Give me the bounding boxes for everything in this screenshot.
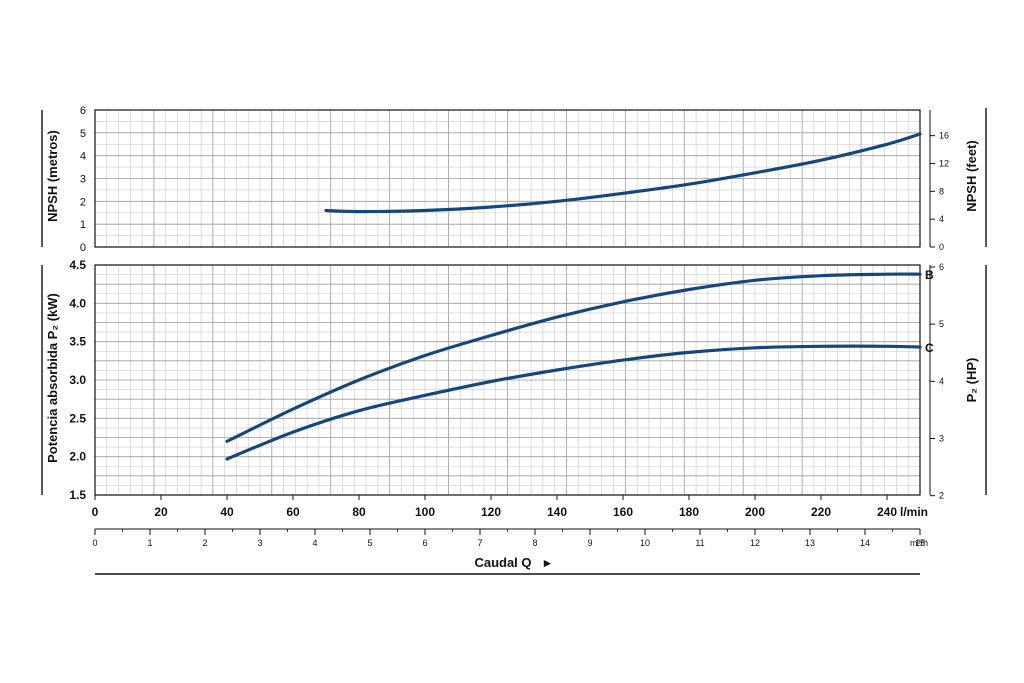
x-lmin-tick: 60 bbox=[286, 505, 300, 519]
power-left-axis-title: Potencia absorbida P₂ (kW) bbox=[45, 293, 60, 463]
x-m3h-tick: 12 bbox=[750, 538, 760, 548]
x-lmin-tick: 80 bbox=[352, 505, 366, 519]
x-m3h-tick: 2 bbox=[202, 538, 207, 548]
x-m3h-tick: 11 bbox=[695, 538, 704, 548]
npsh-left-tick: 3 bbox=[80, 174, 86, 186]
npsh-right-axis-title: NPSH (feet) bbox=[964, 140, 979, 212]
x-lmin-tick: 140 bbox=[547, 505, 567, 519]
x-m3h-tick: 10 bbox=[640, 538, 650, 548]
power-left-tick: 2.0 bbox=[69, 450, 86, 464]
x-m3h-tick: 14 bbox=[860, 538, 870, 548]
power-left-tick: 4.5 bbox=[69, 258, 86, 272]
npsh-left-tick: 4 bbox=[80, 151, 86, 163]
x-lmin-tick: 200 bbox=[745, 505, 765, 519]
x-lmin-tick: 100 bbox=[415, 505, 435, 519]
x-axis-title: Caudal Q bbox=[474, 555, 531, 570]
npsh-left-tick: 2 bbox=[80, 196, 86, 208]
npsh-left-tick: 5 bbox=[80, 128, 86, 140]
x-m3h-tick: 13 bbox=[805, 538, 815, 548]
x-m3h-tick: 15 bbox=[915, 538, 925, 548]
x-lmin-tick: 20 bbox=[154, 505, 168, 519]
x-lmin-tick: 40 bbox=[220, 505, 234, 519]
x-m3h-tick: 0 bbox=[92, 538, 97, 548]
power-curve-label-b: B bbox=[925, 268, 934, 282]
x-m3h-tick: 8 bbox=[532, 538, 537, 548]
grid bbox=[94, 109, 921, 496]
npsh-right-tick: 8 bbox=[939, 186, 944, 196]
power-right-tick: 5 bbox=[939, 319, 944, 329]
power-curve-b bbox=[225, 272, 922, 443]
x-lmin-tick: 160 bbox=[613, 505, 633, 519]
npsh-left-tick: 6 bbox=[80, 105, 86, 117]
npsh-left-axis-title: NPSH (metros) bbox=[45, 130, 60, 222]
power-right-tick: 3 bbox=[939, 433, 944, 443]
power-left-tick: 3.5 bbox=[69, 335, 86, 349]
x-unit-m3h: m³/h bbox=[910, 538, 928, 548]
npsh-right-tick: 12 bbox=[939, 158, 949, 168]
x-lmin-tick: 180 bbox=[679, 505, 699, 519]
chart-frames bbox=[41, 108, 987, 535]
x-lmin-tick: 120 bbox=[481, 505, 501, 519]
power-panel-frame bbox=[94, 264, 921, 496]
power-left-tick: 1.5 bbox=[69, 488, 86, 502]
power-right-tick: 4 bbox=[939, 376, 944, 386]
curves bbox=[225, 132, 922, 461]
power-right-tick: 6 bbox=[939, 262, 944, 272]
x-m3h-tick: 3 bbox=[257, 538, 262, 548]
x-m3h-tick: 5 bbox=[367, 538, 372, 548]
x-lmin-tick: 0 bbox=[92, 505, 99, 519]
x-lmin-tick: 240 bbox=[877, 505, 897, 519]
x-axis-arrow-icon: ▸ bbox=[543, 555, 552, 570]
power-curve-label-c: C bbox=[925, 341, 934, 355]
power-curve-c bbox=[225, 344, 922, 461]
power-right-axis-title: P₂ (HP) bbox=[964, 358, 979, 403]
x-m3h-tick: 9 bbox=[587, 538, 592, 548]
x-m3h-tick: 7 bbox=[477, 538, 482, 548]
npsh-right-tick: 0 bbox=[939, 242, 944, 252]
power-left-tick: 3.0 bbox=[69, 373, 86, 387]
x-lmin-tick: 220 bbox=[811, 505, 831, 519]
tick-labels: 01234561.52.02.53.03.54.04.5048121623456… bbox=[69, 105, 949, 548]
npsh-right-tick: 16 bbox=[939, 131, 949, 141]
npsh-left-tick: 0 bbox=[80, 242, 86, 254]
npsh-curve bbox=[324, 132, 922, 214]
power-left-tick: 4.0 bbox=[69, 296, 86, 310]
npsh-panel-frame bbox=[94, 109, 921, 248]
npsh-left-tick: 1 bbox=[80, 219, 86, 231]
x-unit-lmin: l/min bbox=[900, 505, 928, 519]
x-m3h-tick: 1 bbox=[147, 538, 152, 548]
x-m3h-tick: 6 bbox=[422, 538, 427, 548]
power-right-tick: 2 bbox=[939, 491, 944, 501]
power-left-tick: 2.5 bbox=[69, 411, 86, 425]
x-m3h-tick: 4 bbox=[312, 538, 317, 548]
npsh-right-tick: 4 bbox=[939, 214, 944, 224]
